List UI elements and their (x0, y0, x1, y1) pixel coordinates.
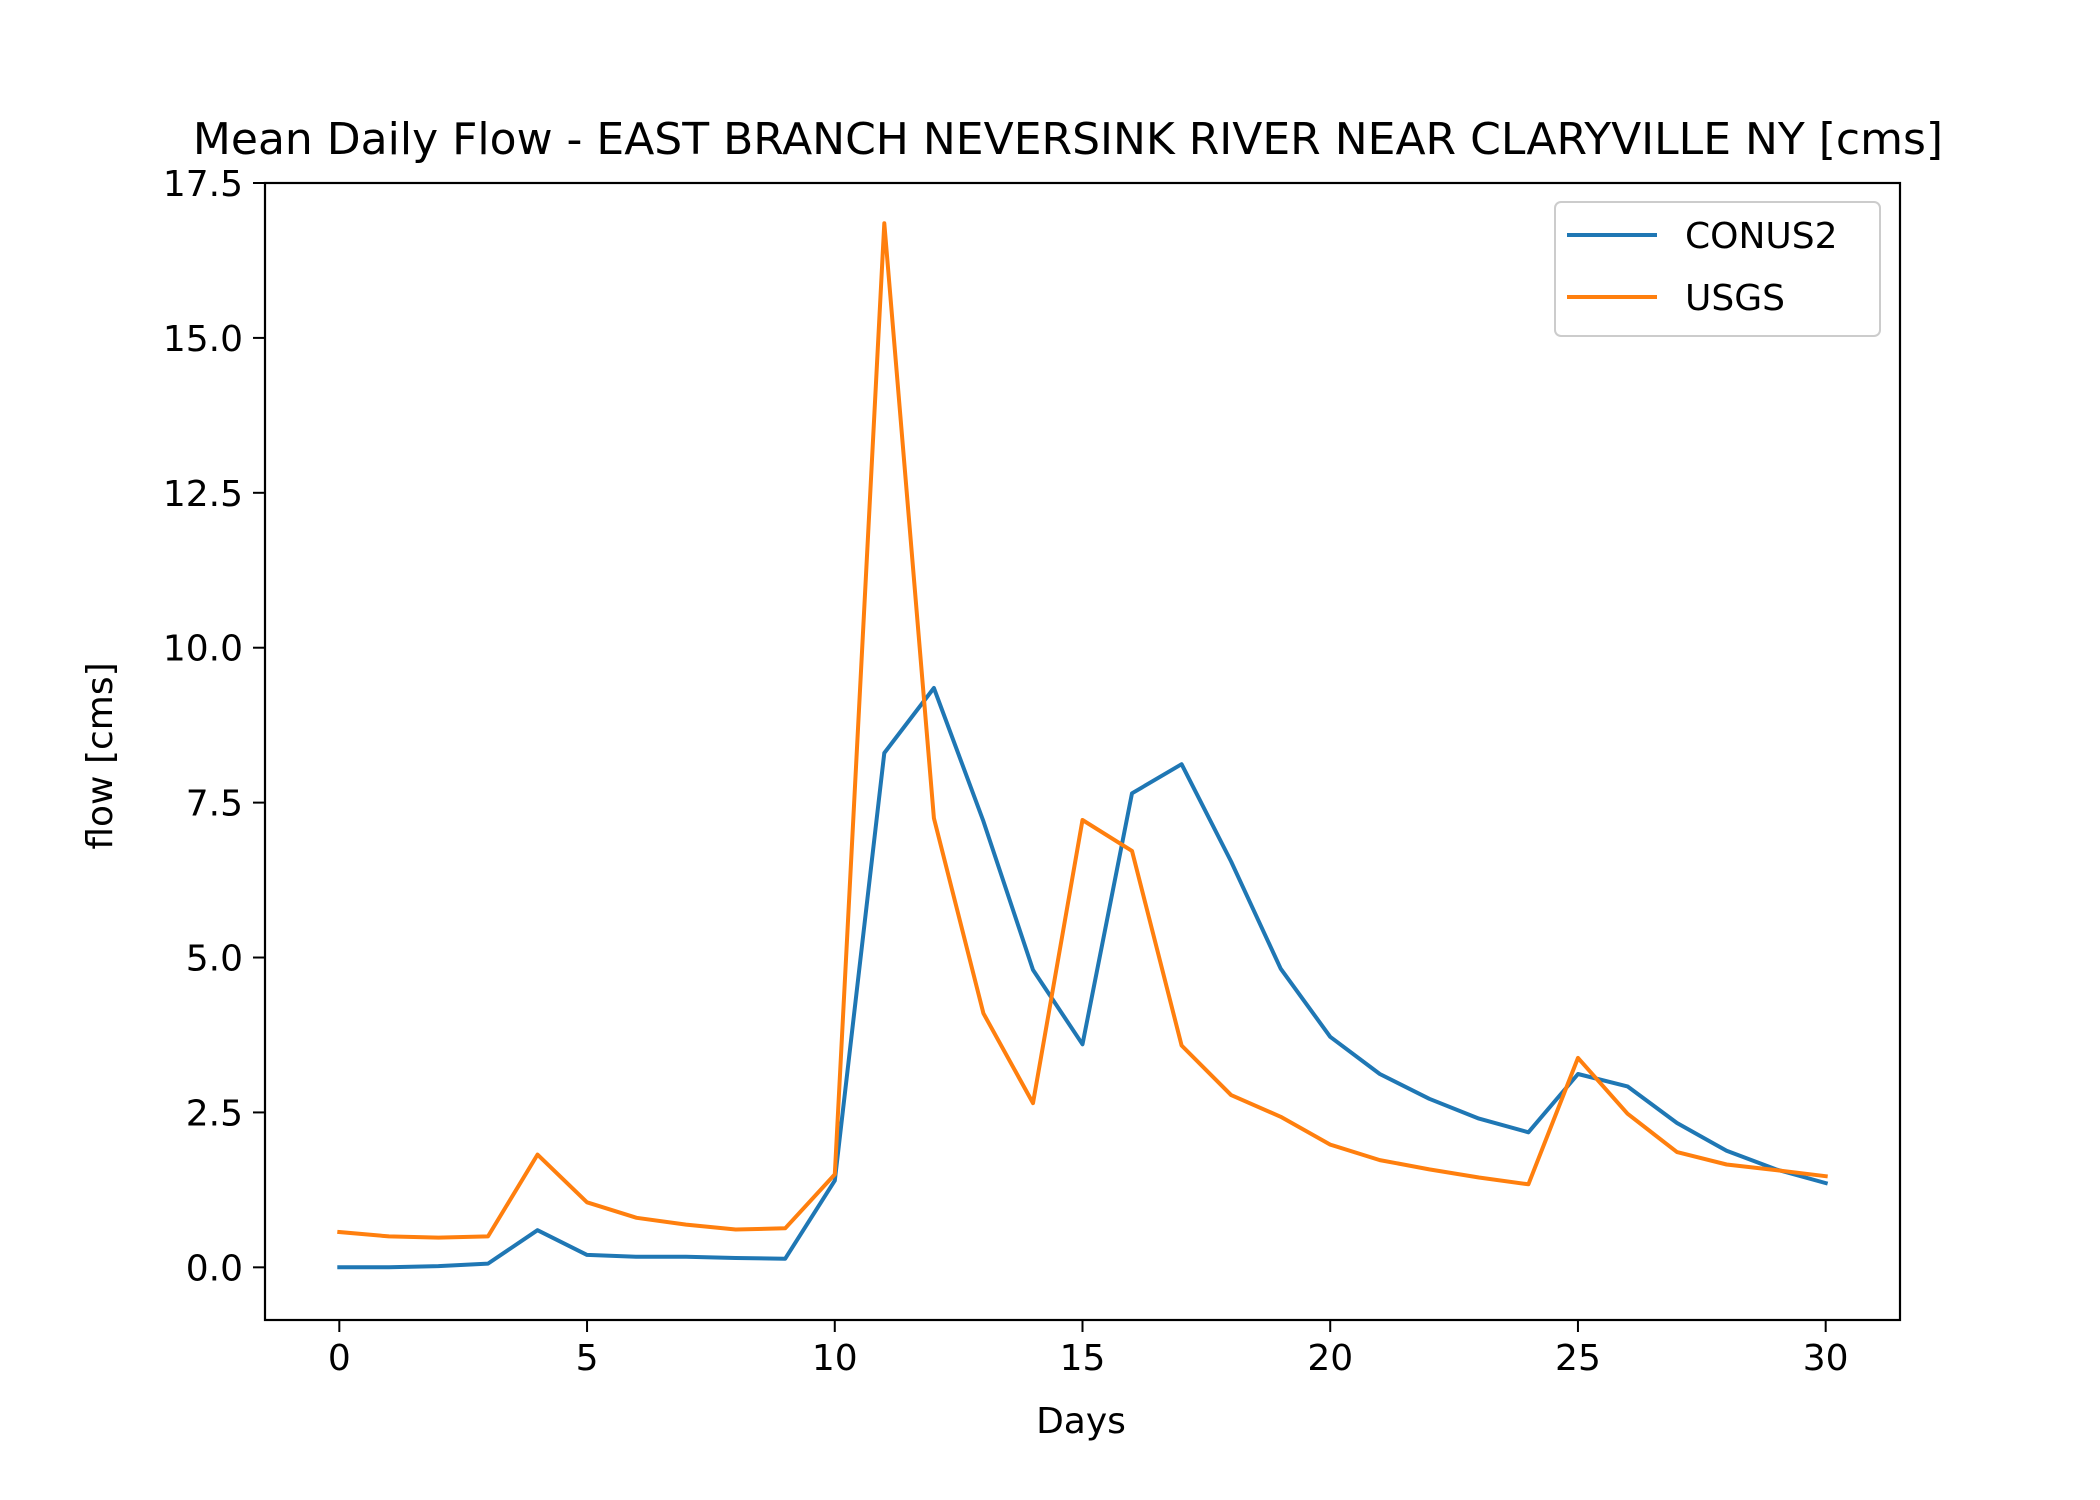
x-tick-label: 30 (1803, 1338, 1849, 1379)
y-tick-label: 12.5 (163, 474, 243, 515)
y-tick-label: 15.0 (163, 319, 243, 360)
chart-title: Mean Daily Flow - EAST BRANCH NEVERSINK … (193, 114, 1943, 165)
x-tick-label: 20 (1307, 1338, 1353, 1379)
legend: CONUS2 USGS (1554, 201, 1881, 337)
x-tick-label: 25 (1555, 1338, 1601, 1379)
x-tick-label: 10 (812, 1338, 858, 1379)
series-layer (337, 221, 1829, 1270)
y-tick-label: 5.0 (186, 939, 243, 980)
y-tick-label: 10.0 (163, 629, 243, 670)
x-tick-label: 0 (328, 1338, 351, 1379)
x-axis-label: Days (1036, 1401, 1126, 1442)
series-line-conus2 (337, 686, 1829, 1270)
y-axis-label: flow [cms] (80, 662, 121, 849)
series-line-usgs (337, 221, 1828, 1240)
x-tick-label: 5 (576, 1338, 599, 1379)
legend-label-conus2: CONUS2 (1685, 216, 1838, 257)
legend-label-usgs: USGS (1685, 278, 1785, 319)
y-tick-label: 17.5 (163, 164, 243, 205)
y-tick-label: 7.5 (186, 784, 243, 825)
y-axis: 0.0 2.5 5.0 7.5 10.0 12.5 15.0 17.5 (163, 164, 265, 1289)
y-tick-label: 0.0 (186, 1248, 243, 1289)
x-axis: 0 5 10 15 20 25 30 (328, 1320, 1849, 1379)
x-tick-label: 15 (1060, 1338, 1106, 1379)
y-tick-label: 2.5 (186, 1093, 243, 1134)
